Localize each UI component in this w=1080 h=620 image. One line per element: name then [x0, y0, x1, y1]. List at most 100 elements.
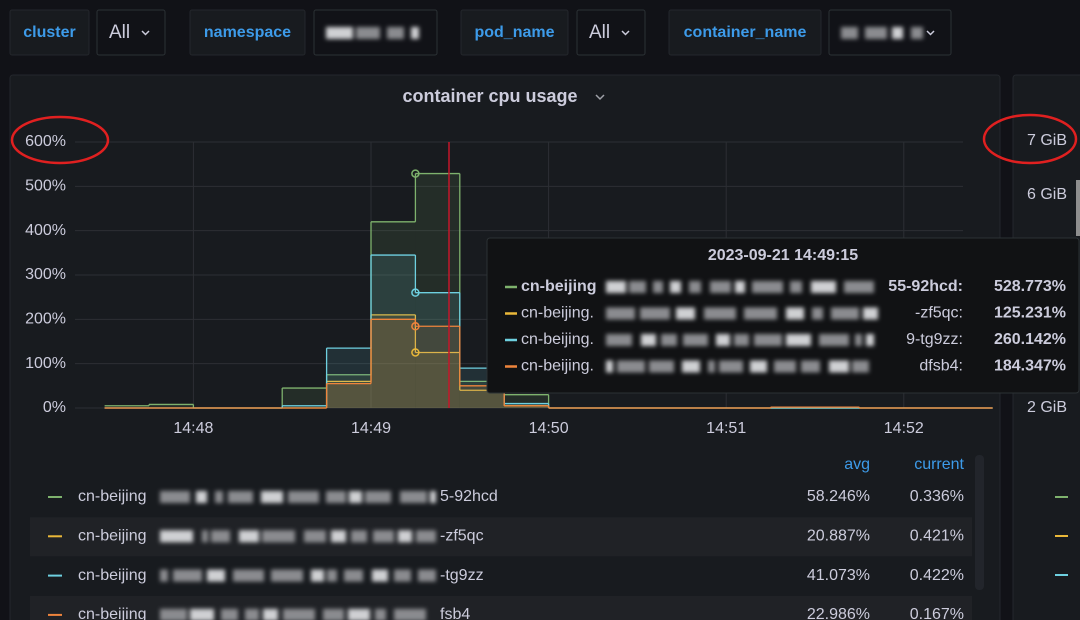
redacted-glyph [734, 334, 749, 346]
redacted-glyph [606, 360, 613, 373]
redacted-glyph [606, 307, 635, 320]
legend-current: 0.167% [910, 606, 964, 620]
area-step [415, 326, 460, 408]
redacted-glyph [774, 360, 796, 373]
redacted-glyph [790, 281, 802, 293]
redacted-glyph [398, 530, 412, 543]
legend-name[interactable]: cn-beijing [78, 606, 146, 620]
redacted-glyph [812, 307, 823, 320]
area-step [415, 173, 460, 408]
area-step [149, 404, 194, 408]
redacted-glyph [786, 334, 811, 346]
tooltip-value: 184.347% [994, 358, 1066, 375]
variable-label: cluster [23, 24, 75, 41]
redacted-glyph [375, 608, 386, 620]
legend-suffix[interactable]: fsb4 [440, 606, 470, 620]
redacted-glyph [262, 530, 295, 543]
variable-value[interactable]: All [589, 22, 610, 43]
redacted-glyph [228, 491, 253, 503]
legend-column-header[interactable]: avg [844, 456, 870, 473]
redacted-glyph [911, 27, 923, 39]
redacted-glyph [215, 491, 223, 503]
redacted-glyph [271, 569, 303, 582]
legend-suffix[interactable]: -tg9zz [440, 567, 484, 584]
redacted-text [326, 27, 419, 39]
area-step [504, 405, 549, 408]
tooltip-name: cn-beijing [521, 278, 597, 295]
redacted-glyph [866, 334, 874, 346]
redacted-glyph [819, 334, 849, 346]
variable-select[interactable] [828, 9, 952, 56]
redacted-glyph [288, 491, 319, 503]
area-step [415, 292, 460, 408]
redacted-glyph [196, 491, 207, 503]
redacted-glyph [640, 307, 670, 320]
redacted-glyph [411, 27, 419, 39]
legend-column-header[interactable]: current [914, 456, 964, 473]
legend-current: 0.421% [910, 528, 964, 545]
variable-select[interactable] [96, 9, 166, 56]
redacted-glyph [349, 491, 362, 503]
redacted-glyph [606, 334, 632, 346]
redacted-glyph [682, 360, 700, 373]
redacted-glyph [160, 491, 190, 503]
legend-name[interactable]: cn-beijing [78, 528, 146, 545]
redacted-glyph [356, 27, 380, 39]
right-y-tick-label: 7 GiB [1027, 132, 1067, 149]
redacted-glyph [641, 334, 656, 346]
redacted-glyph [365, 491, 391, 503]
redacted-glyph [606, 281, 626, 293]
redacted-glyph [348, 608, 370, 620]
redacted-glyph [831, 307, 859, 320]
redacted-text [160, 608, 426, 620]
legend-current: 0.422% [910, 567, 964, 584]
redacted-glyph [661, 334, 677, 346]
tooltip-suffix: 9-tg9zz: [906, 331, 963, 348]
redacted-glyph [245, 608, 259, 620]
redacted-glyph [719, 360, 743, 373]
legend-name[interactable]: cn-beijing [78, 567, 146, 584]
select-chevron [141, 30, 150, 36]
redacted-glyph [239, 530, 259, 543]
redacted-glyph [416, 530, 436, 543]
legend-name[interactable]: cn-beijing [78, 488, 146, 505]
legend-suffix[interactable]: 5-92hcd [440, 488, 498, 505]
redacted-glyph [716, 334, 730, 346]
redacted-glyph [735, 281, 745, 293]
tooltip: 2023-09-21 14:49:15 cn-beijing 55-92hcd: 52… [486, 237, 1080, 394]
right-y-tick-label: 6 GiB [1027, 186, 1067, 203]
panel-title[interactable]: container cpu usage [402, 86, 577, 106]
y-tick-label: 400% [25, 222, 66, 239]
redacted-glyph [704, 307, 736, 320]
x-tick-label: 14:49 [351, 420, 391, 437]
tooltip-box [486, 237, 1080, 394]
select-chevron [926, 30, 935, 36]
scrollbar[interactable] [975, 455, 984, 590]
redacted-glyph [892, 27, 903, 39]
redacted-glyph [676, 307, 695, 320]
redacted-glyph [744, 307, 777, 320]
area-step [415, 352, 460, 408]
y-tick-label: 0% [43, 399, 66, 416]
legend-suffix[interactable]: -zf5qc [440, 528, 484, 545]
title-chevron[interactable] [595, 94, 605, 101]
legend-avg: 22.986% [807, 606, 870, 620]
redacted-glyph [261, 491, 283, 503]
variable-select[interactable] [576, 9, 646, 56]
redacted-glyph [160, 530, 193, 543]
area-step [282, 388, 327, 408]
x-tick-label: 14:52 [884, 420, 924, 437]
variable-value[interactable]: All [109, 22, 130, 43]
variable-label: pod_name [474, 24, 554, 41]
area-step [326, 374, 371, 408]
hover-point [411, 348, 420, 357]
tooltip-name: cn-beijing. [521, 358, 594, 375]
select-chevron [621, 30, 630, 36]
redacted-glyph [351, 530, 367, 543]
redacted-glyph [221, 608, 238, 620]
variable-label: container_name [684, 24, 807, 41]
redacted-glyph [160, 569, 168, 582]
redacted-glyph [233, 569, 264, 582]
variable-label-box [668, 9, 822, 56]
